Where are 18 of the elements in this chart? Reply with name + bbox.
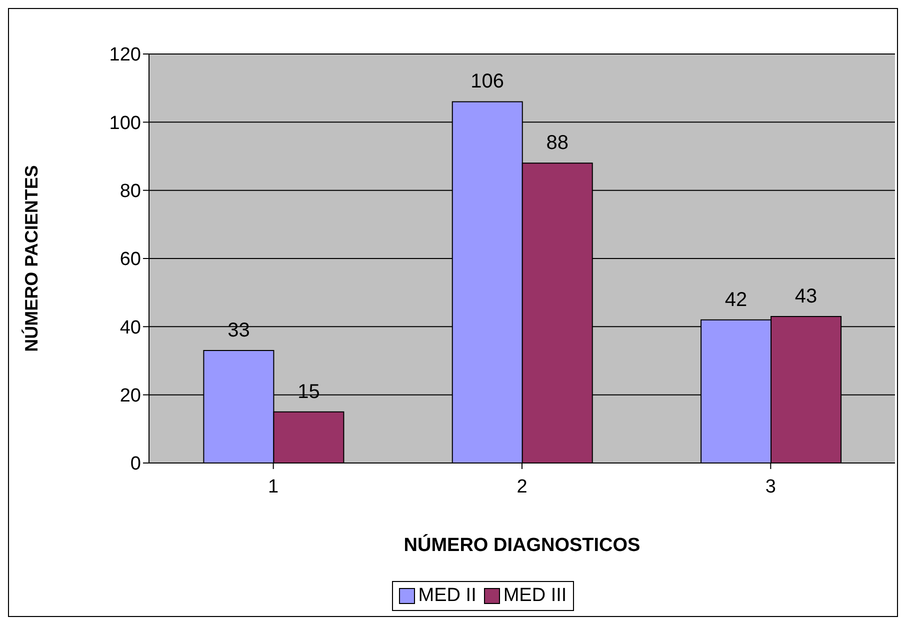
y-tick-label: 0 [130,454,141,475]
data-label: 88 [546,132,568,154]
y-tick-label: 100 [109,112,141,134]
y-axis-title: NÚMERO PACIENTES [21,165,42,352]
x-tick-label: 2 [516,476,528,498]
x-tick-label: 1 [268,476,279,498]
y-tick-label: 60 [120,249,141,270]
legend-label: MED II [418,585,476,607]
data-label: 106 [470,70,504,93]
legend-label: MED III [503,585,567,607]
x-tick-label: 3 [765,476,776,498]
data-label: 42 [724,288,748,311]
y-tick-label: 40 [120,317,141,338]
y-tick-label: 120 [109,44,141,66]
y-tick-label: 80 [120,181,141,202]
data-label: 43 [794,285,818,308]
y-tick-label: 20 [120,386,141,407]
x-axis-title: NÚMERO DIAGNOSTICOS [404,534,640,556]
